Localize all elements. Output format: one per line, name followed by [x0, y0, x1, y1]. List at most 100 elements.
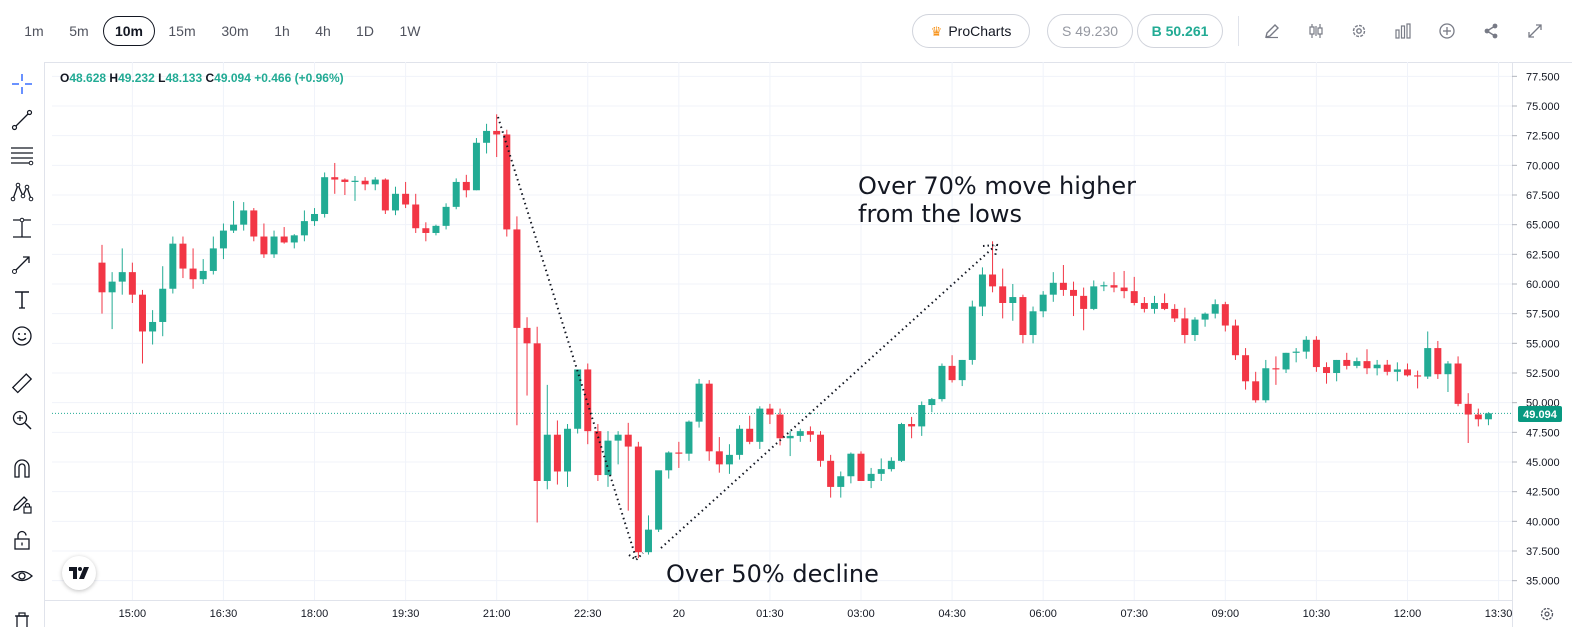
candle-body — [746, 428, 754, 442]
candle — [331, 162, 339, 194]
buy-button[interactable]: B 50.261 — [1137, 14, 1223, 48]
timeframe-30m[interactable]: 30m — [221, 23, 249, 39]
candle — [240, 202, 248, 231]
gear-icon[interactable] — [1347, 19, 1371, 43]
candle-body — [280, 236, 288, 243]
candle-body — [624, 434, 632, 447]
candle — [847, 452, 855, 484]
candle-body — [361, 180, 369, 185]
candle-body — [847, 453, 855, 477]
candle — [1130, 276, 1138, 306]
candle-body — [715, 451, 723, 465]
pattern-icon[interactable] — [8, 178, 36, 206]
candle — [968, 300, 976, 365]
candle-body — [513, 229, 521, 328]
candle — [614, 431, 622, 465]
axis-settings-icon — [1540, 607, 1554, 621]
candle-body — [1181, 318, 1189, 336]
price-tick-label: 52.500 — [1526, 368, 1560, 380]
candle-body — [472, 142, 480, 191]
candle — [978, 267, 986, 317]
arrow-icon[interactable] — [8, 250, 36, 278]
ruler-icon[interactable] — [8, 370, 36, 398]
high-key: H — [109, 71, 119, 85]
toolbar-divider — [1238, 16, 1239, 46]
candle — [432, 224, 440, 236]
candle-body — [98, 262, 106, 293]
zoom-in-icon[interactable] — [8, 406, 36, 434]
candle — [1383, 359, 1391, 376]
crosshair-icon[interactable] — [8, 70, 36, 98]
candle — [817, 431, 825, 467]
candle — [260, 223, 268, 258]
price-tick-label: 65.000 — [1526, 220, 1560, 232]
timeframe-1m[interactable]: 1m — [24, 23, 44, 39]
candle-body — [412, 204, 420, 229]
candle-body — [786, 435, 794, 439]
eye-icon[interactable] — [8, 562, 36, 590]
candles — [98, 114, 1492, 559]
tradingview-logo[interactable] — [62, 556, 96, 590]
trash-icon[interactable] — [8, 610, 36, 627]
sell-button[interactable]: S 49.230 — [1047, 14, 1133, 48]
candle — [503, 129, 511, 237]
timeframe-1h[interactable]: 1h — [274, 23, 290, 39]
candle-body — [1070, 289, 1078, 296]
timeframe-5m[interactable]: 5m — [69, 23, 89, 39]
candles-icon[interactable] — [1304, 19, 1328, 43]
candle — [1049, 272, 1057, 302]
share-icon[interactable] — [1479, 19, 1503, 43]
candle — [1474, 408, 1482, 427]
candle — [1211, 299, 1219, 319]
measure-icon[interactable] — [8, 214, 36, 242]
timeframe-1w[interactable]: 1W — [399, 23, 421, 39]
candle-body — [978, 274, 986, 307]
emoji-icon[interactable] — [8, 322, 36, 350]
timeframe-10m[interactable]: 10m — [103, 16, 155, 46]
candle-body — [644, 529, 652, 553]
candle-body — [493, 130, 501, 135]
lock-pencil-icon[interactable] — [8, 490, 36, 518]
candle — [422, 222, 430, 242]
bar-stats-icon[interactable] — [1391, 19, 1415, 43]
magnet-icon[interactable] — [8, 454, 36, 482]
candle-body — [1272, 368, 1280, 370]
candle — [1373, 359, 1381, 376]
candle-body — [240, 210, 248, 225]
candle-body — [422, 228, 430, 233]
pencil-icon[interactable] — [1260, 19, 1284, 43]
procharts-button[interactable]: ♛ ProCharts — [912, 14, 1030, 48]
candle — [938, 363, 946, 402]
candle-body — [685, 421, 693, 454]
fullscreen-icon[interactable] — [1523, 19, 1547, 43]
plus-circle-icon[interactable] — [1435, 19, 1459, 43]
text-icon[interactable] — [8, 286, 36, 314]
candle — [827, 454, 835, 498]
candle-body — [574, 369, 582, 429]
price-tick-label: 57.500 — [1526, 309, 1560, 321]
candle — [1282, 352, 1290, 373]
candle — [1343, 352, 1351, 370]
candle — [402, 181, 410, 209]
candle — [270, 230, 278, 258]
candle-body — [138, 294, 146, 332]
candle — [857, 451, 865, 481]
lock-icon[interactable] — [8, 526, 36, 554]
timeframe-4h[interactable]: 4h — [315, 23, 331, 39]
trendline-icon[interactable] — [8, 106, 36, 134]
candle-body — [391, 193, 399, 211]
price-tick-label: 60.000 — [1526, 279, 1560, 291]
candle-body — [442, 206, 450, 226]
candle-body — [634, 446, 642, 553]
candle — [412, 193, 420, 233]
timeframe-1d[interactable]: 1D — [356, 23, 374, 39]
candle — [341, 178, 349, 195]
candle-body — [806, 431, 814, 435]
candle-body — [1231, 325, 1239, 356]
fib-lines-icon[interactable] — [8, 142, 36, 170]
timeframe-15m[interactable]: 15m — [168, 23, 196, 39]
candle-body — [159, 288, 167, 322]
candle — [1191, 317, 1199, 341]
candle-body — [1464, 403, 1472, 415]
